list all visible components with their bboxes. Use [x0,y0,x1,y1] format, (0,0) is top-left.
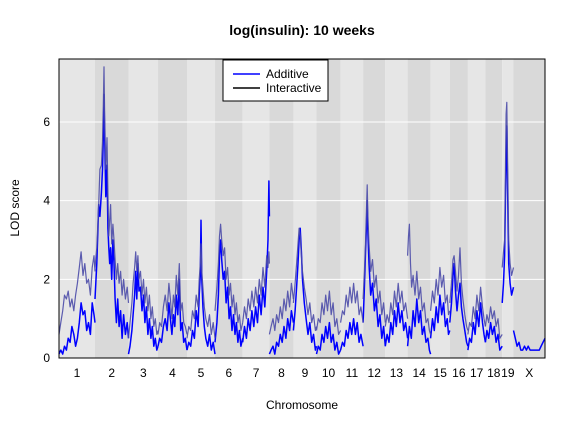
chromosome-band-11 [340,59,364,358]
plot-border [58,58,546,359]
x-tick-label-chr-18: 18 [487,366,501,380]
x-tick-label-chr-12: 12 [368,366,382,380]
lod-line-additive-chr-4 [157,278,188,351]
lod-line-additive-chr-10 [315,321,342,355]
x-tick-label-chr-16: 16 [452,366,466,380]
lod-line-additive-chr-3 [127,262,159,355]
x-tick-label-chr-3: 3 [140,366,147,380]
chart-title: log(insulin): 10 weeks [229,22,375,38]
x-tick-label-chr-13: 13 [390,366,404,380]
lod-line-interactive-chr-7 [242,251,270,323]
chromosome-band-10 [316,59,341,358]
y-tick-label: 0 [43,351,50,365]
chromosome-band-15 [430,59,450,358]
x-axis-label: Chromosome [266,398,338,412]
y-tick-label: 6 [43,115,50,129]
y-tick-label: 4 [43,194,50,208]
lod-line-interactive-chr-1 [58,251,96,335]
x-tick-label-chr-2: 2 [108,366,115,380]
lod-line-additive-chr-13 [384,302,409,347]
lod-line-interactive-chr-3 [127,251,159,339]
x-tick-label-chr-10: 10 [322,366,336,380]
lod-line-interactive-chr-13 [384,282,409,327]
x-tick-label-chr-1: 1 [74,366,81,380]
lod-line-interactive-chr-16 [449,247,469,331]
chromosome-band-9 [293,59,317,358]
chromosome-band-14 [407,59,431,358]
lod-line-interactive-chr-6 [214,223,244,332]
lod-line-interactive-chr-2 [94,66,130,303]
lod-line-additive-chr-9 [292,227,318,351]
lod-line-interactive-chr-4 [157,263,188,335]
chromosome-band-16 [449,59,468,358]
lod-line-interactive-chr-11 [340,282,364,323]
lod-line-interactive-chr-8 [268,282,294,335]
x-axis: 1 2 3 4 5 6 7 8 9 10 11 12 13 14 15 16 17 18 19 X [74,366,534,380]
lod-line-additive-chr-1 [58,302,96,355]
legend-label-additive: Additive [266,67,309,81]
y-axis: 0 2 4 6 [43,115,50,365]
legend: Additive Interactive [222,59,329,102]
chromosome-band-8 [269,59,294,358]
lod-line-interactive-chr-9 [292,227,318,332]
x-tick-label-chr-5: 5 [198,366,205,380]
y-tick-label: 2 [43,272,50,286]
x-tick-label-chr-9: 9 [302,366,309,380]
chromosome-band-17 [467,59,486,358]
lod-line-interactive-chr-18 [484,306,503,339]
lod-line-additive-chr-5 [186,219,216,355]
chromosome-band-18 [485,59,503,358]
lod-line-interactive-chr-19 [501,101,515,276]
x-tick-label-chr-X: X [525,366,533,380]
lod-line-interactive-chr-14 [407,223,432,335]
lod-line-additive-chr-8 [268,310,295,355]
lod-line-interactive-chr-10 [315,290,342,335]
legend-box [222,59,329,102]
x-tick-label-chr-4: 4 [169,366,176,380]
x-tick-label-chr-17: 17 [470,366,484,380]
lod-line-additive-chr-16 [449,262,469,347]
x-tick-label-chr-7: 7 [253,366,260,380]
chromosome-band-12 [363,59,386,358]
x-tick-label-chr-14: 14 [412,366,426,380]
x-tick-label-chr-6: 6 [226,366,233,380]
x-tick-label-chr-19: 19 [501,366,515,380]
chromosome-band-1 [59,59,95,358]
lod-line-additive-chr-15 [429,294,451,339]
lod-curves [58,66,546,355]
x-tick-label-chr-15: 15 [434,366,448,380]
lod-line-interactive-chr-5 [186,243,216,339]
chromosome-band-5 [187,59,216,358]
x-tick-label-chr-11: 11 [346,366,359,380]
lod-line-interactive-chr-15 [430,266,451,316]
chromosome-band-13 [385,59,408,358]
lod-line-additive-chr-14 [406,298,432,355]
lod-line-additive-chr-11 [339,317,364,351]
lod-line-additive-chr-18 [484,321,503,351]
lod-line-additive-chr-6 [214,239,244,347]
lod-line-interactive-chr-17 [467,286,486,335]
lod-line-additive-chr-17 [467,302,487,351]
chromosome-band-X [513,59,545,358]
y-axis-label: LOD score [8,179,22,237]
lod-line-additive-chr-X [512,330,546,351]
legend-label-interactive: Interactive [266,81,322,95]
lod-line-interactive-chr-12 [362,184,386,323]
x-tick-label-chr-8: 8 [278,366,285,380]
lod-line-additive-chr-2 [94,93,130,340]
